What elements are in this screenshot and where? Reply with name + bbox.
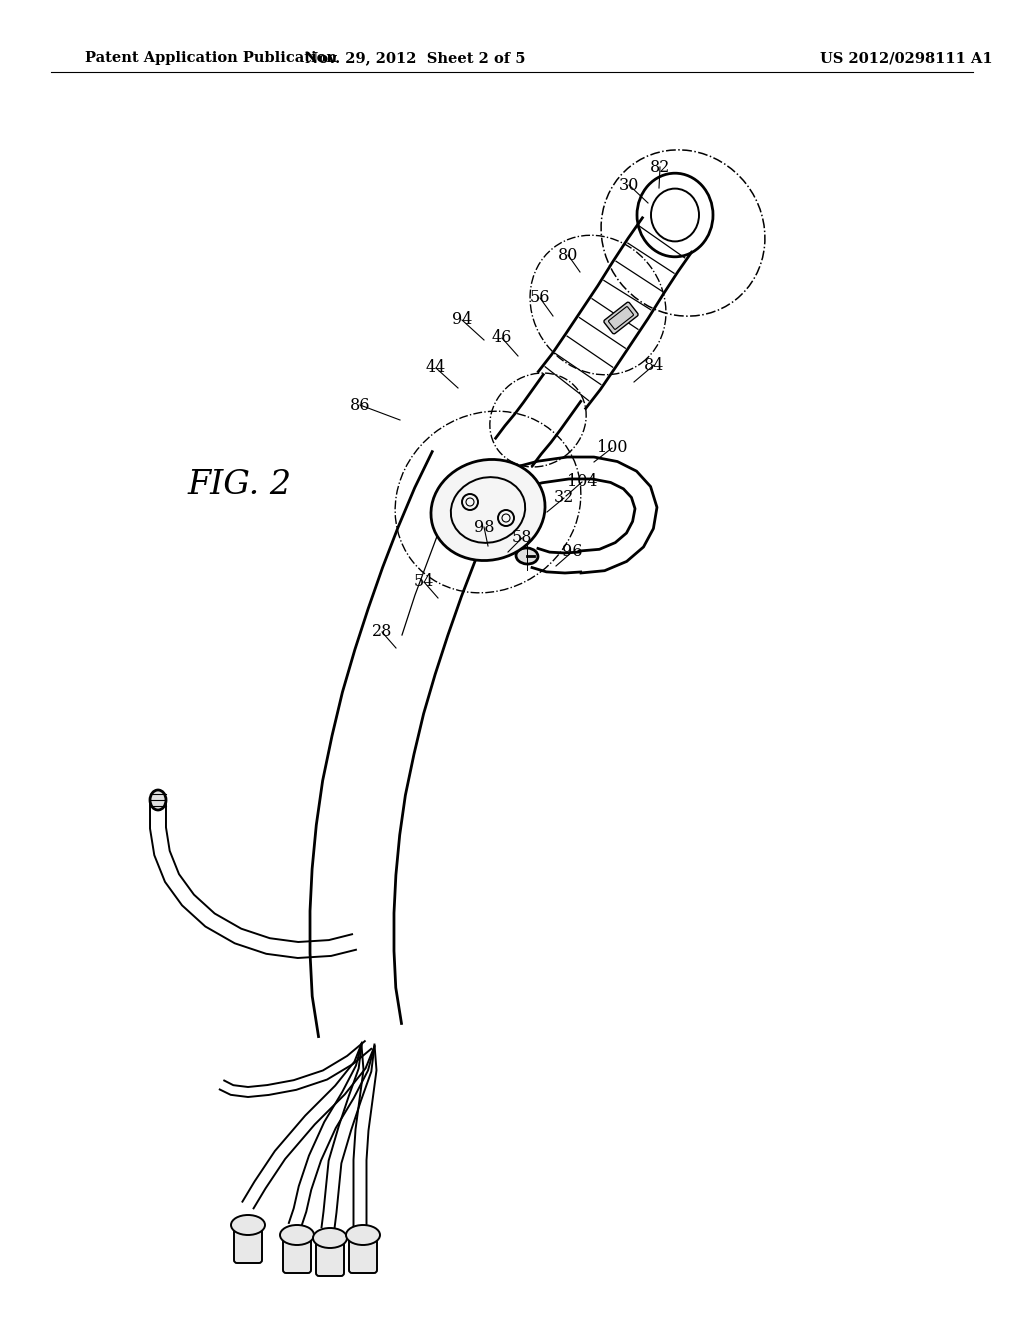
Ellipse shape	[150, 789, 166, 810]
Text: 82: 82	[650, 158, 670, 176]
Text: 56: 56	[529, 289, 550, 306]
Text: 98: 98	[474, 519, 495, 536]
Text: 96: 96	[562, 544, 583, 561]
Ellipse shape	[313, 1228, 347, 1247]
Ellipse shape	[346, 1225, 380, 1245]
Ellipse shape	[280, 1225, 314, 1245]
Text: 104: 104	[566, 474, 597, 491]
FancyBboxPatch shape	[604, 302, 638, 334]
Text: 54: 54	[414, 573, 434, 590]
Text: Patent Application Publication: Patent Application Publication	[85, 51, 337, 65]
Text: 44: 44	[426, 359, 446, 376]
Text: 46: 46	[492, 330, 512, 346]
Ellipse shape	[516, 548, 538, 564]
Text: 94: 94	[452, 312, 472, 329]
Text: 80: 80	[558, 247, 579, 264]
Text: 58: 58	[512, 529, 532, 546]
Text: 100: 100	[597, 440, 628, 457]
Ellipse shape	[431, 459, 545, 561]
Text: 32: 32	[554, 490, 574, 507]
Text: 28: 28	[372, 623, 392, 640]
FancyBboxPatch shape	[316, 1236, 344, 1276]
Text: 30: 30	[618, 177, 639, 194]
Text: 86: 86	[350, 396, 371, 413]
Ellipse shape	[231, 1214, 265, 1236]
FancyBboxPatch shape	[349, 1232, 377, 1272]
Text: US 2012/0298111 A1: US 2012/0298111 A1	[820, 51, 992, 65]
Text: 84: 84	[644, 356, 665, 374]
FancyBboxPatch shape	[283, 1232, 311, 1272]
FancyBboxPatch shape	[234, 1222, 262, 1263]
Text: FIG. 2: FIG. 2	[188, 469, 292, 502]
Text: Nov. 29, 2012  Sheet 2 of 5: Nov. 29, 2012 Sheet 2 of 5	[305, 51, 525, 65]
